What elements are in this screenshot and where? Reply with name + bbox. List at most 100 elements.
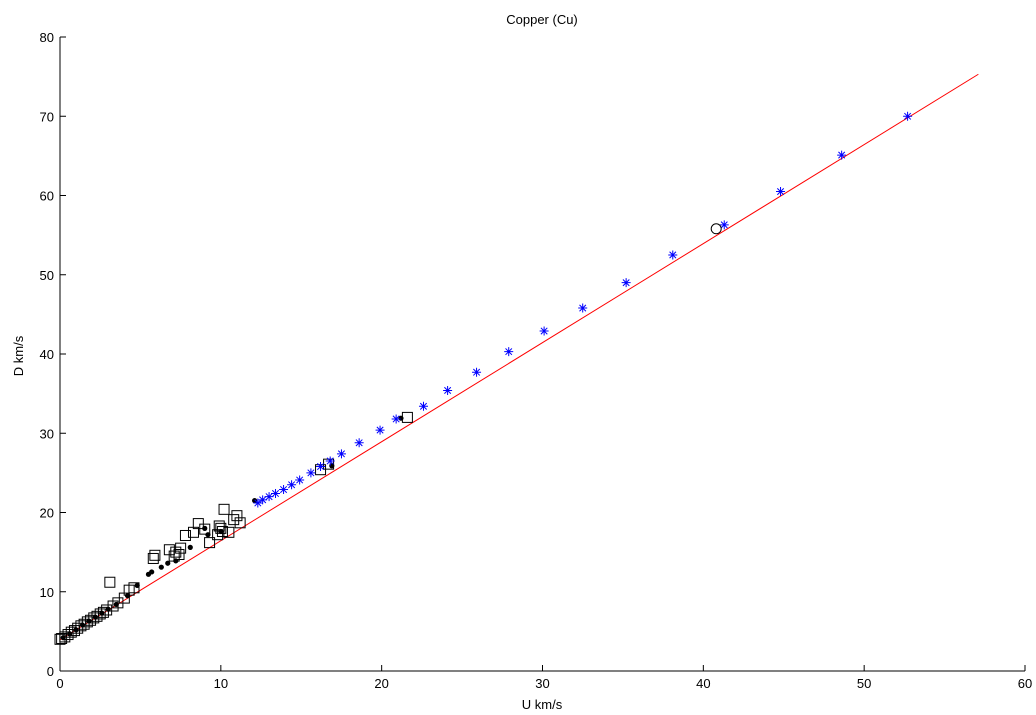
- asterisk-marker: [316, 462, 326, 472]
- dot-marker: [205, 532, 211, 538]
- square-marker: [97, 606, 109, 618]
- fit-line-layer: [59, 73, 979, 641]
- asterisk-marker: [621, 278, 631, 288]
- axes: 0 10 20 30 40 50 60 0 10 20 30 40 50 60 70 80: [40, 30, 1033, 691]
- square-marker: [216, 526, 228, 538]
- dot-marker: [149, 569, 155, 575]
- asterisk-marker: [391, 414, 401, 424]
- asterisk-marker: [271, 488, 281, 498]
- y-tick-label: 60: [40, 189, 54, 204]
- x-tick-label: 20: [374, 676, 388, 691]
- square-marker: [149, 549, 161, 561]
- asterisk-marker: [903, 111, 913, 121]
- fit-line: [59, 73, 979, 641]
- dot-marker: [92, 614, 98, 620]
- square-marker: [228, 514, 240, 526]
- square-marker: [401, 411, 413, 423]
- data-marks: [54, 111, 913, 645]
- asterisk-marker: [776, 187, 786, 197]
- dot-marker: [105, 606, 111, 612]
- dot-marker: [252, 498, 258, 504]
- asterisk-marker: [719, 220, 729, 230]
- asterisk-marker: [258, 495, 268, 505]
- square-marker: [223, 526, 235, 538]
- dot-marker: [398, 415, 404, 421]
- asterisk-marker: [504, 347, 514, 357]
- asterisk-marker: [418, 401, 428, 411]
- square-marker: [56, 633, 68, 645]
- asterisk-marker: [375, 425, 385, 435]
- square-marker: [85, 614, 97, 626]
- dot-marker: [158, 564, 164, 570]
- asterisk-marker: [279, 485, 289, 495]
- y-tick-label: 0: [47, 664, 54, 679]
- square-marker: [179, 529, 191, 541]
- x-tick-label: 0: [56, 676, 63, 691]
- dot-marker: [165, 560, 171, 566]
- y-tick-label: 20: [40, 506, 54, 521]
- square-marker: [128, 582, 140, 594]
- circle-marker: [710, 223, 722, 235]
- asterisk-marker: [287, 480, 297, 490]
- square-marker: [75, 620, 87, 632]
- dot-marker: [60, 635, 66, 641]
- asterisk-marker: [837, 150, 847, 160]
- dot-marker: [99, 610, 105, 616]
- x-axis-label: U km/s: [522, 697, 563, 712]
- x-tick-label: 60: [1018, 676, 1032, 691]
- dot-marker: [187, 544, 193, 550]
- square-marker: [101, 604, 113, 616]
- square-marker: [91, 610, 103, 622]
- square-marker: [199, 523, 211, 535]
- dot-marker: [79, 622, 86, 628]
- y-tick-label: 70: [40, 109, 54, 124]
- dot-marker: [73, 627, 79, 633]
- square-marker: [72, 622, 84, 634]
- square-marker: [231, 510, 243, 522]
- dot-marker: [124, 593, 131, 599]
- asterisk-marker: [306, 468, 316, 478]
- y-tick-label: 30: [40, 426, 54, 441]
- chart-title: Copper (Cu): [506, 12, 578, 27]
- dot-marker: [202, 525, 208, 531]
- square-marker: [81, 616, 93, 628]
- dot-marker: [67, 631, 73, 637]
- square-marker: [192, 518, 204, 530]
- asterisk-marker: [539, 326, 549, 336]
- square-marker: [234, 517, 246, 529]
- asterisk-marker: [295, 475, 305, 485]
- y-tick-label: 40: [40, 347, 54, 362]
- asterisk-marker: [336, 449, 346, 459]
- dot-marker: [113, 601, 119, 608]
- square-marker: [173, 549, 185, 561]
- x-tick-label: 50: [857, 676, 871, 691]
- square-marker: [147, 552, 159, 564]
- asterisk-marker: [472, 367, 482, 377]
- y-tick-label: 10: [40, 585, 54, 600]
- asterisk-marker: [354, 438, 364, 448]
- square-marker: [88, 612, 100, 624]
- dot-marker: [218, 528, 224, 535]
- asterisk-marker: [253, 498, 263, 508]
- square-marker: [62, 629, 74, 641]
- square-marker: [104, 576, 116, 588]
- dot-marker: [173, 558, 179, 564]
- x-tick-label: 40: [696, 676, 710, 691]
- square-marker: [175, 542, 187, 554]
- y-tick-label: 80: [40, 30, 54, 45]
- x-tick-label: 10: [214, 676, 228, 691]
- x-tick-label: 30: [535, 676, 549, 691]
- asterisk-marker: [578, 303, 588, 313]
- asterisk-marker: [264, 492, 274, 502]
- dot-marker: [86, 618, 92, 624]
- y-axis-label: D km/s: [11, 335, 26, 376]
- square-marker: [94, 608, 106, 620]
- dot-marker: [134, 582, 140, 589]
- square-marker: [204, 537, 216, 549]
- asterisk-marker: [668, 250, 678, 260]
- asterisk-marker: [443, 385, 453, 395]
- square-marker: [218, 503, 230, 515]
- y-tick-label: 50: [40, 268, 54, 283]
- square-marker: [78, 618, 90, 630]
